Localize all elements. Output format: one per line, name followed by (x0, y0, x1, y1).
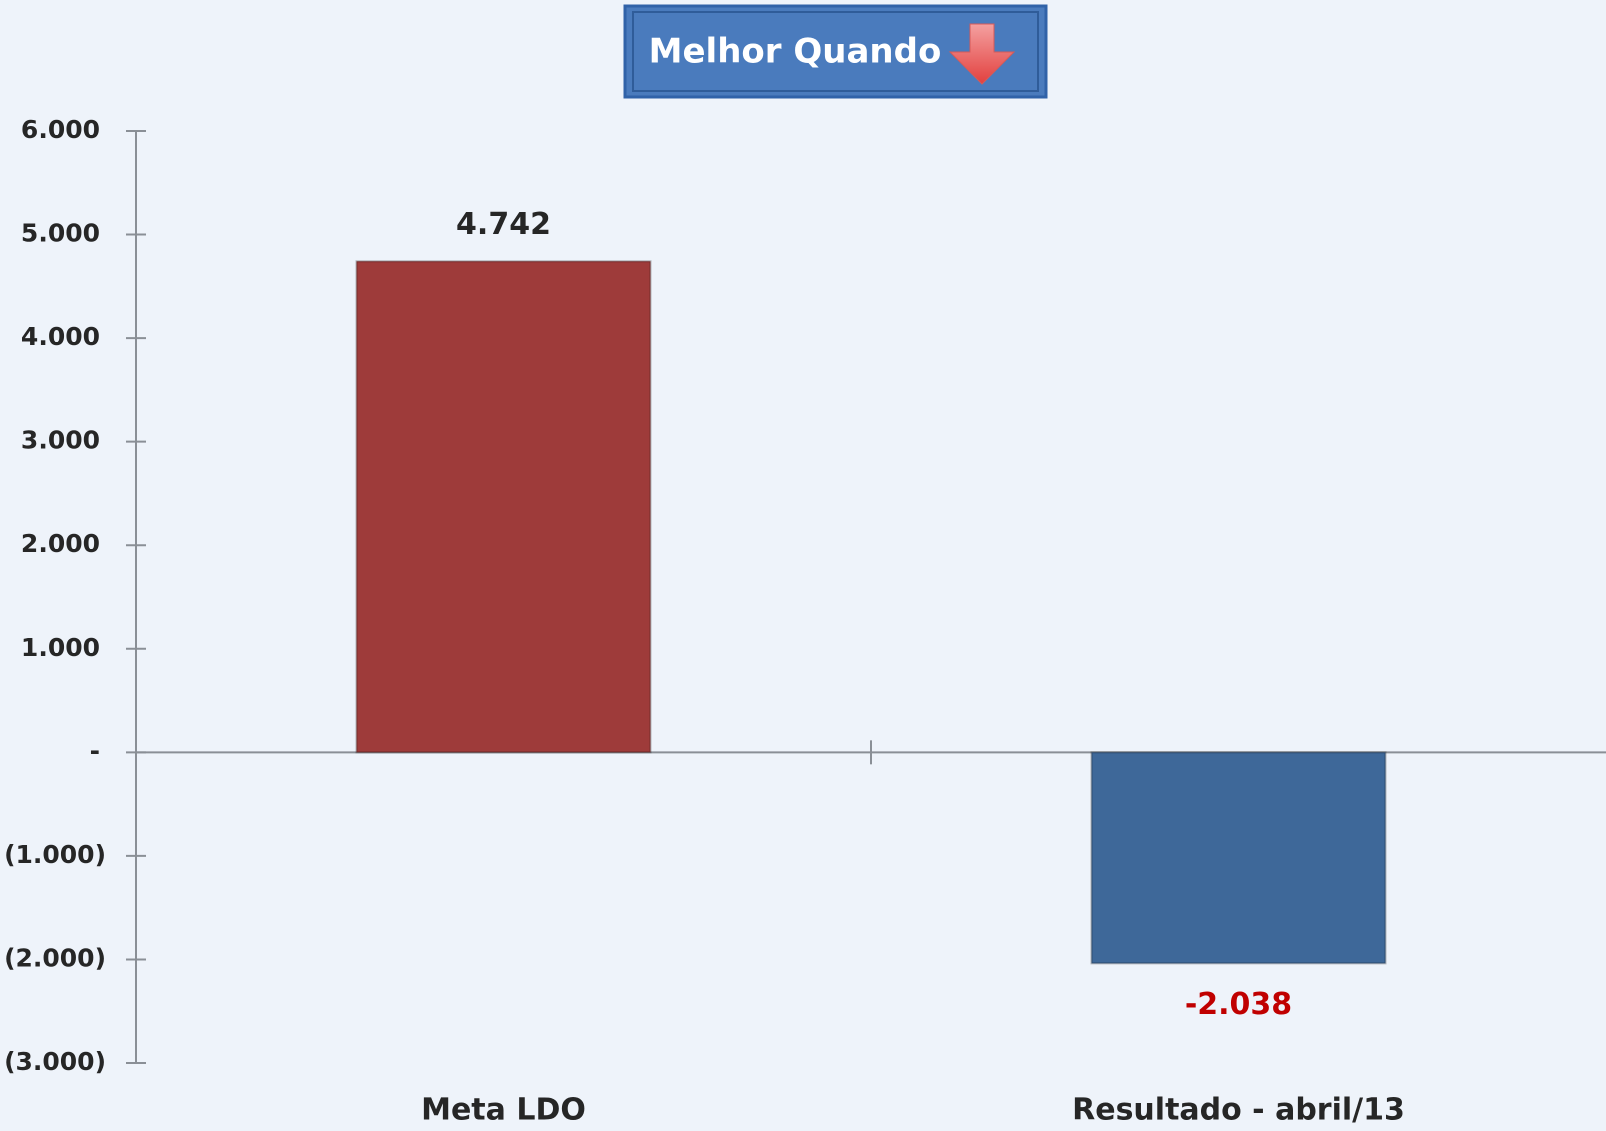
y-tick-label: - (90, 736, 100, 765)
y-tick-label: 4.000 (21, 322, 100, 351)
y-tick-label: 2.000 (21, 529, 100, 558)
bar (1090, 751, 1387, 965)
y-tick-label: 5.000 (21, 219, 100, 248)
title-arrow (948, 23, 1016, 85)
value-label: 4.742 (456, 207, 551, 242)
x-tick-label: Meta LDO (421, 1093, 586, 1128)
value-label: -2.038 (1185, 987, 1292, 1022)
title-box-inner (632, 11, 1039, 92)
chart-title: Melhor Quando (649, 32, 942, 72)
y-tick-label: (2.000) (4, 943, 106, 972)
y-tick-label: 1.000 (21, 633, 100, 662)
y-tick-label: 3.000 (21, 426, 100, 455)
x-tick-label: Resultado - abril/13 (1072, 1093, 1405, 1128)
y-tick-label: 6.000 (21, 115, 100, 144)
y-tick-label: (1.000) (4, 840, 106, 869)
bar (355, 260, 652, 754)
y-tick-label: (3.000) (4, 1047, 106, 1076)
